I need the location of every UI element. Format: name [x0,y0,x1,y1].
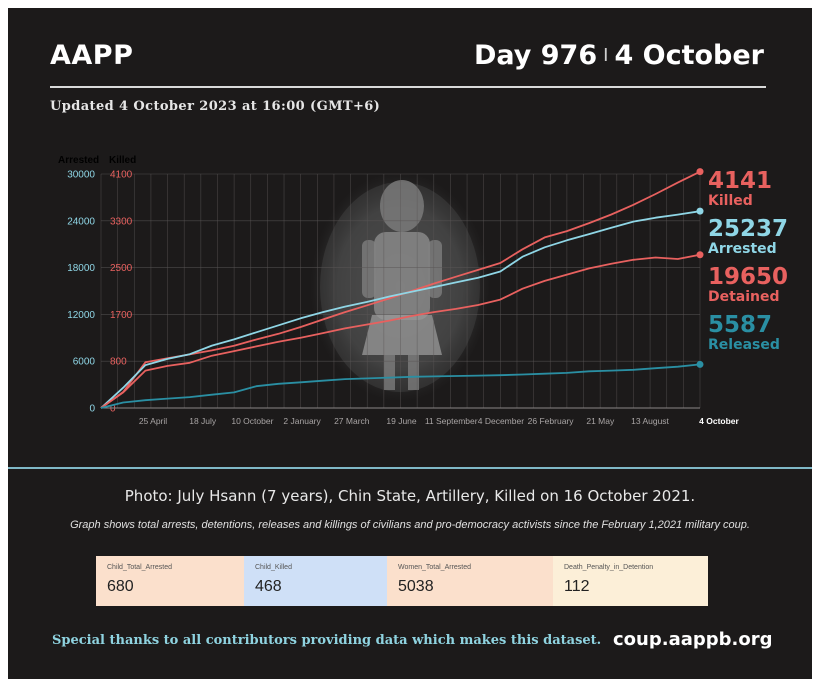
thanks-text: Special thanks to all contributors provi… [52,633,602,648]
series-endpoint-arrested [696,207,704,215]
legend-item-arrested: 25237 Arrested [708,216,789,258]
series-line-detained [100,253,701,409]
website-link[interactable]: coup.aappb.org [613,629,773,650]
stat-label: Child_Killed [255,564,292,571]
date-label: 4 October [614,40,764,71]
x-tick-label: 4 December [478,416,524,426]
chart-grid [100,173,701,409]
stats-panel: Child_Total_Arrested 680 Child_Killed 468 Wo… [96,556,708,606]
chart-series [100,168,704,409]
stat-label: Women_Total_Arrested [398,564,472,571]
stat-label: Death_Penalty_in_Detention [564,564,654,571]
legend-value: 25237 [708,216,789,242]
x-tick-label: 2 January [283,416,321,426]
x-tick-label: 27 March [334,416,370,426]
left-tick-label: 18000 [67,263,95,274]
left-tick-label: 12000 [67,310,95,321]
right-tick-label: 0 [110,404,116,415]
stat-card: Child_Killed 468 [244,556,387,606]
left-tick-label: 30000 [67,170,95,181]
x-tick-label: 19 June [386,416,417,426]
series-endpoint-detained [696,251,704,259]
legend-item-detained: 19650 Detained [708,264,789,306]
right-tick-label: 800 [110,357,127,368]
left-tick-label: 6000 [73,357,96,368]
org-title: AAPP [50,40,134,71]
stat-value: 468 [255,578,282,595]
series-endpoint-released [696,360,704,368]
chart-axes: 0 0 6000 800 12000 1700 18000 2500 24000 3300 3000… [67,170,739,427]
series-line-arrested [100,210,701,409]
right-tick-label: 1700 [110,310,133,321]
legend-label-text: Released [708,337,780,353]
graph-note: Graph shows total arrests, detentions, r… [70,519,750,531]
legend-item-released: 5587 Released [708,312,780,354]
series-endpoint-killed [696,168,704,176]
section-divider [8,467,812,469]
photo-caption: Photo: July Hsann (7 years), Chin State,… [124,487,696,505]
right-tick-label: 2500 [110,263,133,274]
day-date-title: Day 976 I 4 October [474,40,764,71]
right-tick-label: 3300 [110,216,133,227]
stat-card: Women_Total_Arrested 5038 [387,556,553,606]
right-axis-title: Killed [109,155,137,166]
x-tick-label: 18 July [189,416,217,426]
title-separator: I [603,45,609,66]
x-tick-label: 25 April [139,416,167,426]
left-axis-title: Arrested [58,155,100,166]
left-tick-label: 24000 [67,216,95,227]
x-tick-label: 21 May [586,416,615,426]
updated-timestamp: Updated 4 October 2023 at 16:00 (GMT+6) [50,99,381,114]
line-chart: 0 0 6000 800 12000 1700 18000 2500 24000 3300 3000… [67,168,740,427]
legend-item-killed: 4141 Killed [708,168,773,210]
series-line-released [100,363,701,409]
child-portrait-photo [310,172,490,402]
legend-label-text: Arrested [708,241,777,257]
right-tick-label: 4100 [110,170,133,181]
stat-label: Child_Total_Arrested [107,564,172,571]
legend-value: 19650 [708,264,789,290]
stat-card: Child_Total_Arrested 680 [96,556,244,606]
legend-label-text: Detained [708,289,780,305]
legend-label-text: Killed [708,193,753,209]
day-label: Day 976 [473,40,598,71]
legend-value: 4141 [708,168,773,194]
left-tick-label: 0 [89,404,95,415]
legend-value: 5587 [708,312,773,338]
stat-card: Death_Penalty_in_Detention 112 [553,556,708,606]
x-tick-label: 11 September [425,416,478,426]
x-tick-label: 4 October [699,416,739,426]
stat-value: 112 [564,578,590,595]
x-tick-label: 26 February [528,416,575,426]
stat-value: 680 [107,578,134,595]
x-tick-label: 13 August [631,416,669,426]
x-tick-label: 10 October [231,416,273,426]
title-divider [50,86,766,88]
stat-value: 5038 [398,578,434,595]
